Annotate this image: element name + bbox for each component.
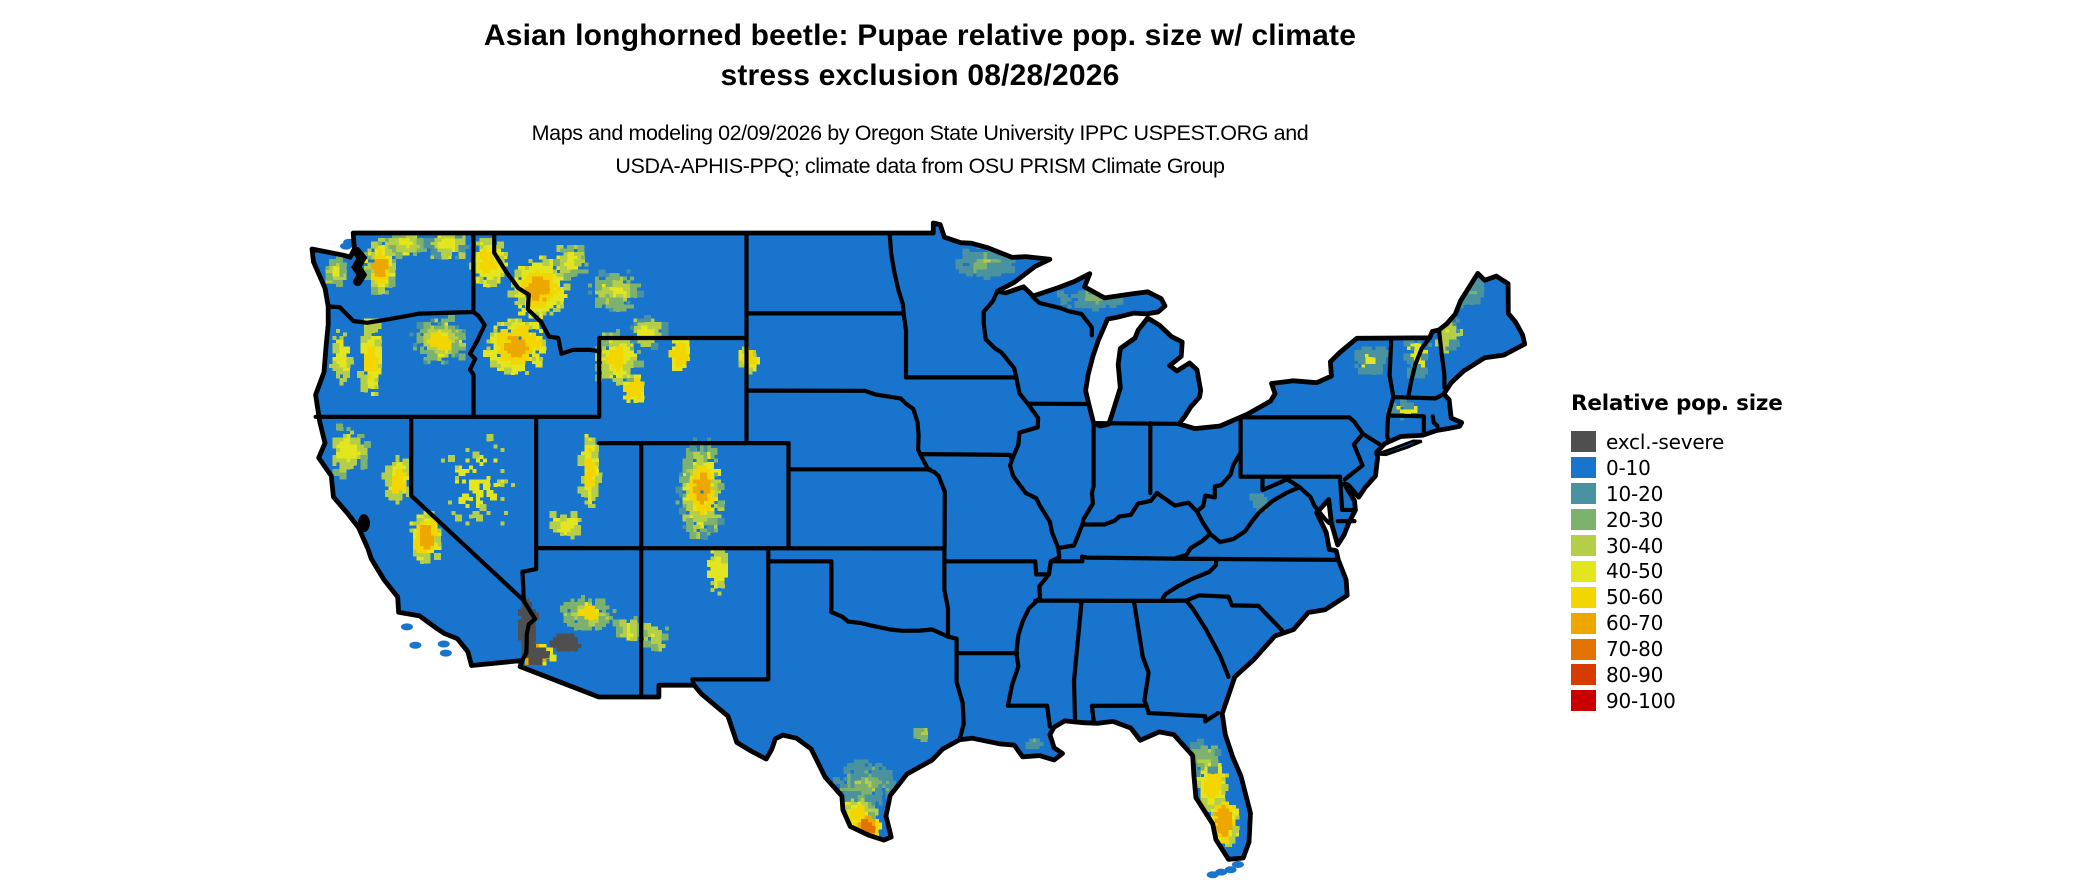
legend-swatch bbox=[1571, 535, 1596, 556]
legend-swatch bbox=[1571, 431, 1596, 453]
map-title-line2: stress exclusion 08/28/2026 bbox=[720, 59, 1120, 92]
legend-item: excl.-severe bbox=[1571, 429, 1783, 455]
island bbox=[1224, 866, 1237, 874]
legend-item: 30-40 bbox=[1571, 533, 1783, 559]
legend-swatch bbox=[1571, 483, 1596, 505]
legend-swatch bbox=[1571, 638, 1596, 660]
map-subtitle: Maps and modeling 02/09/2026 by Oregon S… bbox=[220, 117, 1620, 183]
legend-item: 50-60 bbox=[1571, 584, 1783, 610]
legend-items: excl.-severe 0-10 10-20 20-30 30-40 40-50 50-6… bbox=[1571, 429, 1783, 714]
island bbox=[340, 242, 353, 250]
map-subtitle-line1: Maps and modeling 02/09/2026 by Oregon S… bbox=[531, 121, 1309, 145]
map-title-line1: Asian longhorned beetle: Pupae relative … bbox=[483, 19, 1357, 52]
island bbox=[400, 623, 413, 631]
legend-label: 80-90 bbox=[1606, 662, 1664, 687]
legend-swatch bbox=[1571, 457, 1596, 479]
legend: Relative pop. size excl.-severe 0-10 10-20… bbox=[1571, 391, 1783, 714]
conus-outline bbox=[309, 220, 1528, 862]
legend-swatch bbox=[1571, 612, 1596, 634]
legend-label: 90-100 bbox=[1606, 688, 1676, 713]
legend-label: 20-30 bbox=[1606, 507, 1664, 532]
island bbox=[1206, 871, 1219, 879]
legend-item: 40-50 bbox=[1571, 558, 1783, 584]
legend-item: 0-10 bbox=[1571, 455, 1783, 481]
legend-item: 60-70 bbox=[1571, 610, 1783, 636]
legend-swatch bbox=[1571, 664, 1596, 686]
legend-label: 70-80 bbox=[1606, 637, 1664, 662]
legend-item: 90-100 bbox=[1571, 688, 1783, 714]
island bbox=[1231, 861, 1244, 869]
island bbox=[409, 641, 422, 649]
legend-item: 70-80 bbox=[1571, 636, 1783, 662]
island bbox=[439, 649, 452, 657]
long-island bbox=[1376, 439, 1423, 457]
figure-header: Asian longhorned beetle: Pupae relative … bbox=[220, 16, 1620, 183]
legend-swatch bbox=[1571, 509, 1596, 531]
map-subtitle-line2: USDA-APHIS-PPQ; climate data from OSU PR… bbox=[615, 154, 1225, 178]
legend-title: Relative pop. size bbox=[1571, 391, 1783, 416]
legend-swatch bbox=[1571, 586, 1596, 608]
legend-label: 60-70 bbox=[1606, 611, 1664, 636]
legend-item: 20-30 bbox=[1571, 507, 1783, 533]
legend-label: 50-60 bbox=[1606, 585, 1664, 610]
legend-swatch bbox=[1571, 560, 1596, 582]
legend-item: 10-20 bbox=[1571, 481, 1783, 507]
legend-label: excl.-severe bbox=[1606, 429, 1725, 454]
state-borders bbox=[313, 230, 1447, 742]
puget-sound bbox=[351, 246, 368, 287]
legend-label: 0-10 bbox=[1606, 455, 1651, 480]
legend-label: 40-50 bbox=[1606, 559, 1664, 584]
island bbox=[437, 640, 450, 648]
legend-label: 30-40 bbox=[1606, 533, 1664, 558]
legend-item: 80-90 bbox=[1571, 662, 1783, 688]
legend-label: 10-20 bbox=[1606, 481, 1664, 506]
legend-swatch bbox=[1571, 690, 1596, 712]
